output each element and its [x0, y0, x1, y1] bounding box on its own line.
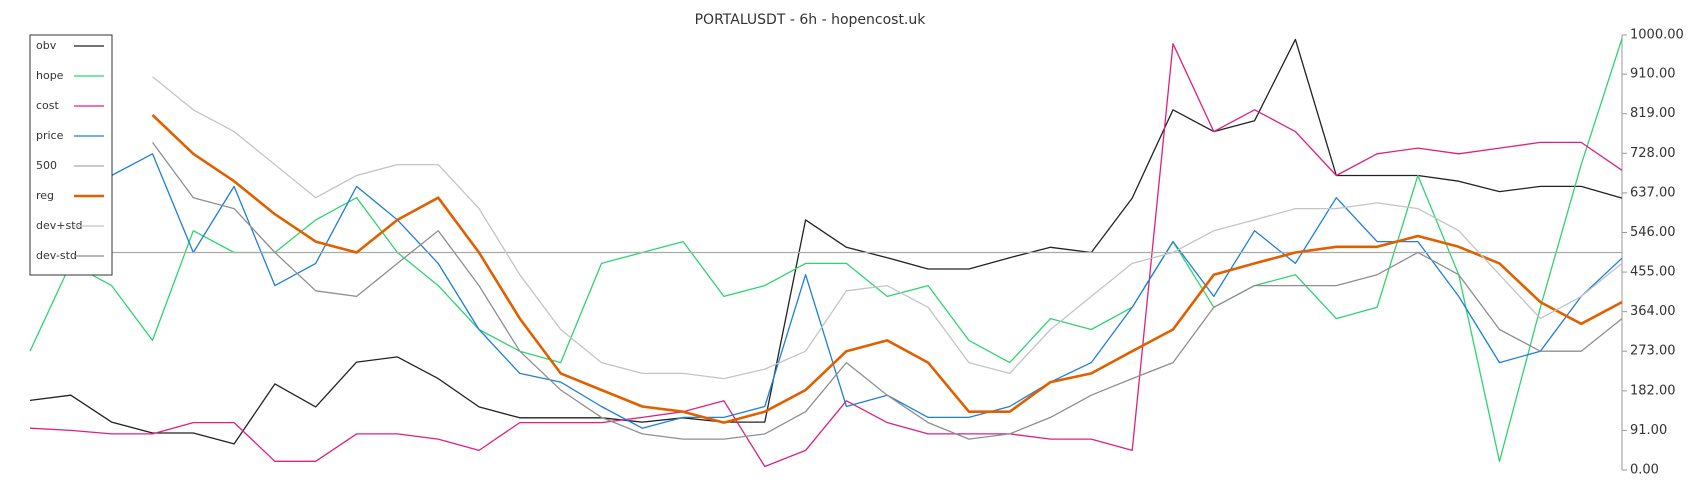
series-line [151, 142, 1623, 440]
y-tick-label: 1000.00 [1630, 28, 1684, 43]
legend-label: price [36, 129, 64, 142]
y-tick-label: 728.00 [1630, 146, 1676, 161]
series-line [29, 38, 1623, 462]
legend-label: obv [36, 39, 57, 52]
y-tick-label: 637.00 [1630, 185, 1676, 200]
legend-box [29, 34, 113, 276]
legend-label: 500 [36, 159, 57, 172]
legend-label: reg [36, 189, 54, 202]
y-tick-label: 91.00 [1630, 423, 1667, 438]
legend-label: hope [36, 69, 64, 82]
y-tick-label: 273.00 [1630, 344, 1676, 359]
y-tick-label: 910.00 [1630, 67, 1676, 82]
y-tick-label: 546.00 [1630, 225, 1676, 240]
y-tick-label: 0.00 [1630, 463, 1659, 478]
y-tick-label: 455.00 [1630, 265, 1676, 280]
legend-label: cost [36, 99, 60, 112]
series-line [152, 76, 1623, 380]
series-line [151, 114, 1623, 424]
legend-label: dev+std [36, 219, 83, 232]
legend-label: dev-std [36, 249, 77, 262]
series-line [29, 43, 1623, 468]
series-line [29, 38, 1623, 445]
y-tick-label: 364.00 [1630, 304, 1676, 319]
chart-title: PORTALUSDT - 6h - hopencost.uk [695, 12, 927, 28]
series-line [29, 109, 1623, 429]
y-tick-label: 182.00 [1630, 383, 1676, 398]
y-tick-label: 819.00 [1630, 106, 1676, 121]
